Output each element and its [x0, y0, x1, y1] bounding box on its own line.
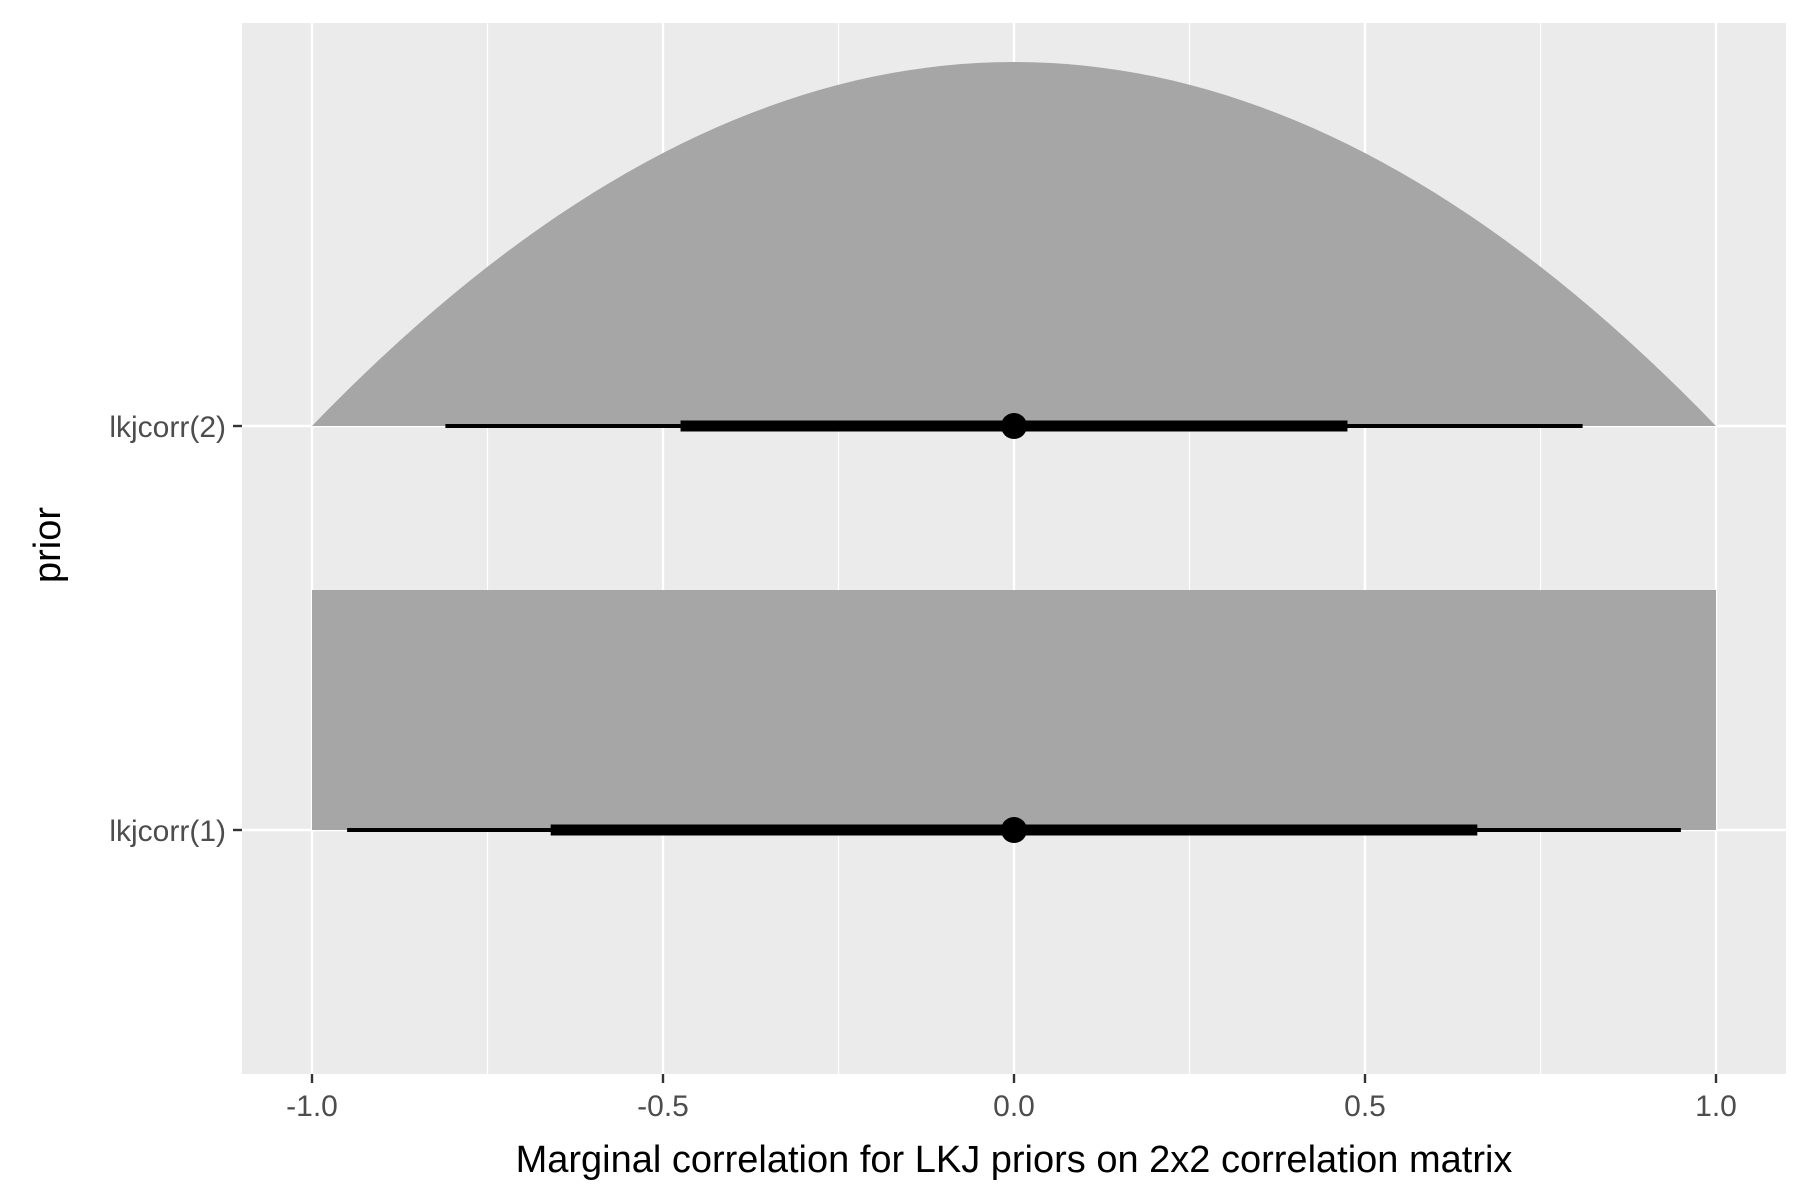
x-axis: -1.0 -0.5 0.0 0.5 1.0 [286, 1074, 1737, 1123]
x-tick-label: -0.5 [637, 1090, 689, 1123]
x-tick-label: 0.5 [1344, 1090, 1386, 1123]
interval-layer [347, 413, 1681, 843]
x-tick-label: -1.0 [286, 1090, 338, 1123]
y-axis-title: prior [27, 507, 69, 583]
y-tick-label: lkjcorr(2) [109, 411, 226, 444]
y-axis: lkjcorr(1) lkjcorr(2) [109, 411, 242, 848]
density-layer [312, 62, 1716, 830]
point-estimate-lkjcorr(1) [1001, 817, 1027, 843]
density-lkjcorr(2) [312, 62, 1716, 426]
x-axis-title: Marginal correlation for LKJ priors on 2… [516, 1139, 1513, 1181]
point-estimate-lkjcorr(2) [1001, 413, 1027, 439]
x-tick-label: 1.0 [1695, 1090, 1737, 1123]
y-tick-label: lkjcorr(1) [109, 815, 226, 848]
density-lkjcorr(1) [312, 590, 1716, 830]
x-tick-label: 0.0 [993, 1090, 1035, 1123]
